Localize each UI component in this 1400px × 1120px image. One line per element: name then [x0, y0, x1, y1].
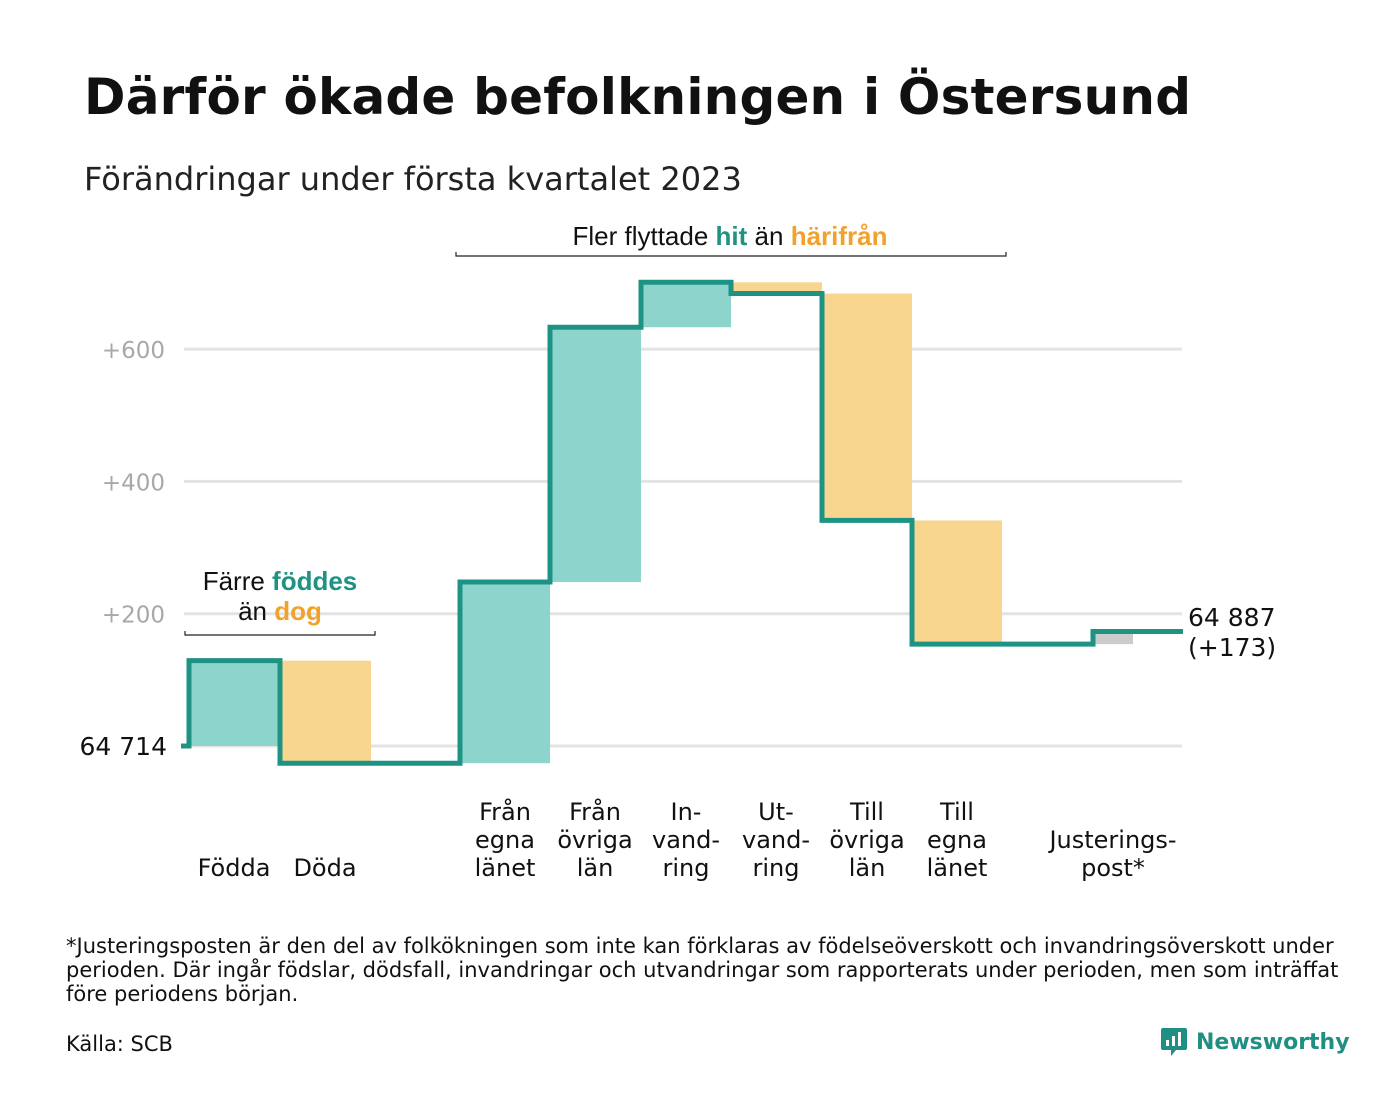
annotation-births-deaths: än dog — [238, 596, 322, 626]
x-category-label: In- — [671, 798, 702, 826]
start-value-label: 64 714 — [80, 732, 167, 761]
y-tick-label: +200 — [102, 603, 165, 629]
waterfall-bar — [460, 581, 550, 764]
annotation-segment: föddes — [272, 566, 357, 596]
x-category-label: egna — [927, 826, 987, 854]
waterfall-chart: +200 +400 +600 64 714 64 887(+173) Födda Döda F… — [80, 221, 1277, 882]
x-category-label: övriga — [557, 826, 632, 854]
annotation-bracket-migration — [455, 252, 1007, 257]
annotation-segment: än — [238, 596, 274, 626]
brand[interactable]: Newsworthy — [1160, 1026, 1350, 1058]
x-category-label: ring — [663, 854, 710, 882]
x-category-label: Justerings- — [1047, 826, 1176, 854]
x-category-label: länet — [475, 854, 536, 882]
x-category-label: ring — [753, 854, 800, 882]
x-category-label: Till — [939, 798, 974, 826]
annotation-segment: dog — [274, 596, 322, 626]
waterfall-bar — [822, 293, 912, 521]
x-category-label: län — [849, 854, 886, 882]
x-category-label: övriga — [829, 826, 904, 854]
waterfall-bar — [641, 282, 731, 328]
x-category-label: post* — [1081, 854, 1145, 882]
y-tick-label: +400 — [102, 470, 165, 496]
x-category-label: Från — [479, 797, 531, 826]
x-category-label: Födda — [198, 854, 271, 882]
waterfall-bar — [189, 660, 280, 746]
x-category-label: Ut- — [758, 798, 794, 826]
y-tick-label: +600 — [102, 338, 165, 364]
end-change-label: (+173) — [1188, 633, 1276, 662]
x-category-label: län — [577, 854, 614, 882]
waterfall-bar — [550, 327, 641, 582]
x-category-label: vand- — [652, 826, 720, 854]
chart-subtitle: Förändringar under första kvartalet 2023 — [84, 160, 742, 198]
annotation-segment: härifrån — [791, 221, 888, 251]
x-category-label: vand- — [742, 826, 810, 854]
x-category-label: Till — [849, 798, 884, 826]
annotation-bracket-births-deaths — [184, 631, 376, 636]
annotation-segment: Fler flyttade — [572, 221, 715, 251]
chart-title: Därför ökade befolkningen i Östersund — [84, 68, 1192, 126]
annotation-segment: än — [747, 221, 790, 251]
x-category-label: Från — [569, 797, 621, 826]
annotation-births-deaths: Färre föddes — [203, 566, 358, 596]
waterfall-bar — [731, 282, 822, 294]
waterfall-bar — [912, 520, 1002, 645]
x-category-label: egna — [475, 826, 535, 854]
brand-name: Newsworthy — [1196, 1029, 1350, 1055]
cumulative-step-line — [181, 279, 1183, 766]
footnote: *Justeringsposten är den del av folkökni… — [66, 934, 1339, 1006]
x-category-label: länet — [927, 854, 988, 882]
annotation-segment: hit — [716, 221, 748, 251]
waterfall-bar — [280, 660, 371, 764]
x-category-label: Döda — [293, 854, 356, 882]
end-value-label: 64 887 — [1188, 603, 1275, 632]
newsworthy-logo-icon — [1161, 1028, 1187, 1056]
waterfall-bar — [1093, 631, 1133, 645]
annotation-segment: Färre — [203, 566, 272, 596]
source: Källa: SCB — [66, 1032, 173, 1056]
annotation-migration: Fler flyttade hit än härifrån — [572, 221, 887, 251]
